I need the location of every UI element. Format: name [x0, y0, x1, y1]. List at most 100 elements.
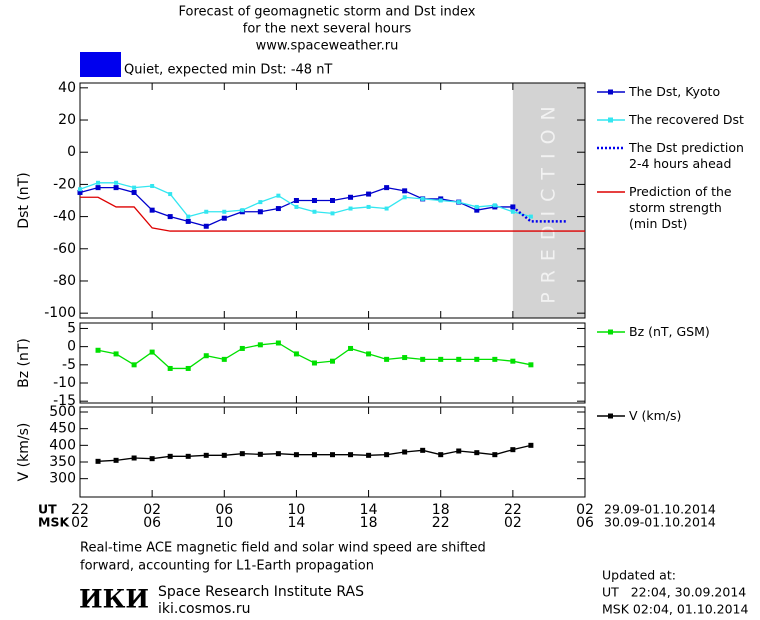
- data-point: [222, 209, 227, 214]
- data-point: [402, 188, 408, 194]
- data-point: [221, 215, 227, 221]
- subtitle: for the next several hours: [243, 22, 412, 37]
- data-point: [293, 452, 299, 458]
- data-point: [185, 453, 191, 459]
- note: forward, accounting for L1-Earth propaga…: [80, 559, 374, 574]
- data-point: [420, 447, 426, 453]
- data-point: [167, 214, 173, 220]
- data-point: [510, 209, 515, 214]
- data-point: [384, 185, 390, 191]
- x-tick-label-msk: 06: [576, 515, 594, 531]
- y-tick-label: -5: [62, 357, 76, 373]
- data-point: [150, 184, 155, 189]
- data-point: [132, 185, 137, 190]
- data-point: [275, 340, 281, 346]
- data-point: [257, 209, 263, 215]
- data-point: [456, 448, 462, 454]
- legend-label: Prediction of the storm strength (min Ds…: [629, 184, 732, 231]
- data-point: [239, 345, 245, 351]
- data-point: [420, 196, 425, 201]
- plot-frame: [79, 82, 586, 319]
- legend-label: Bz (nT, GSM): [629, 324, 710, 339]
- data-point: [456, 200, 461, 205]
- x-tick-label: 22: [504, 502, 522, 518]
- data-point: [474, 204, 479, 209]
- data-point: [474, 450, 480, 456]
- data-point: [311, 198, 317, 203]
- data-point: [95, 185, 101, 191]
- data-point: [167, 365, 173, 371]
- data-point: [95, 458, 101, 464]
- data-point: [131, 455, 137, 461]
- data-point: [311, 452, 317, 458]
- x-tick-label-msk: 02: [71, 515, 89, 531]
- x-axis-label: MSK: [38, 515, 70, 530]
- data-point: [203, 223, 209, 229]
- x-tick-label: 14: [360, 502, 378, 518]
- y-tick-label: -15: [53, 393, 76, 409]
- legend-marker: [608, 117, 613, 123]
- data-point: [438, 452, 444, 458]
- x-tick-label-msk: 22: [432, 515, 450, 531]
- data-point: [366, 452, 372, 458]
- x-tick-label-msk: 02: [504, 515, 522, 531]
- legend-label: The Dst, Kyoto: [629, 84, 721, 99]
- updated: MSK 02:04, 01.10.2014: [602, 602, 748, 617]
- data-point: [366, 191, 372, 197]
- y-tick-label: 400: [49, 437, 76, 453]
- y-tick-label: 300: [49, 471, 76, 487]
- data-point: [149, 349, 155, 355]
- x-tick-label: 10: [288, 502, 306, 518]
- y-tick-label: 350: [49, 454, 76, 470]
- data-point: [239, 451, 245, 457]
- data-point: [402, 195, 407, 200]
- data-point: [167, 453, 173, 459]
- website: iki.cosmos.ru: [158, 601, 250, 617]
- y-tick-label: 0: [67, 144, 76, 160]
- data-point: [113, 457, 119, 463]
- data-point: [257, 451, 263, 457]
- data-point: [77, 189, 83, 195]
- data-point: [168, 192, 173, 197]
- data-point: [366, 204, 371, 209]
- legend-label: The Dst prediction 2-4 hours ahead: [629, 140, 744, 171]
- data-point: [293, 198, 299, 203]
- logo: ИКИ: [79, 585, 149, 614]
- data-point: [384, 206, 389, 211]
- data-point: [96, 180, 101, 185]
- updated: UT 22:04, 30.09.2014: [602, 585, 746, 600]
- y-tick-label: -100: [44, 305, 76, 321]
- data-point: [276, 193, 281, 198]
- data-point: [402, 449, 408, 455]
- series-line: [80, 196, 585, 232]
- data-point: [95, 347, 101, 353]
- data-point: [402, 355, 408, 361]
- updated: Updated at:: [602, 568, 676, 583]
- y-tick-label: -60: [53, 241, 76, 257]
- plot-frame: [79, 322, 586, 404]
- data-point: [312, 209, 317, 214]
- data-point: [293, 351, 299, 357]
- data-point: [275, 206, 281, 212]
- legend-label: The recovered Dst: [629, 112, 744, 127]
- x-tick-label-msk: 18: [360, 515, 378, 531]
- status-swatch: [80, 52, 121, 77]
- data-point: [348, 206, 353, 211]
- data-point: [330, 358, 335, 364]
- data-point: [113, 185, 119, 191]
- date-range: 29.09-01.10.2014: [604, 502, 716, 517]
- data-point: [348, 452, 354, 458]
- data-point: [311, 360, 317, 366]
- data-point: [294, 204, 299, 209]
- data-point: [149, 456, 155, 462]
- y-tick-label: -10: [53, 375, 76, 391]
- x-tick-label: 02: [143, 502, 161, 518]
- date-range: 30.09-01.10.2014: [604, 515, 716, 530]
- legend-marker: [608, 329, 613, 335]
- data-point: [420, 356, 426, 362]
- x-tick-label-msk: 06: [143, 515, 161, 531]
- data-point: [492, 452, 498, 458]
- data-point: [186, 214, 191, 219]
- data-point: [258, 200, 263, 205]
- data-point: [221, 356, 227, 362]
